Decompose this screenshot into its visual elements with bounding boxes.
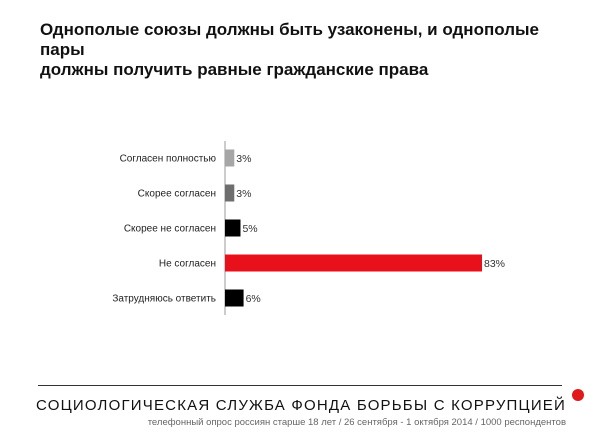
- category-label: Не согласен: [159, 259, 216, 270]
- chart-title: Однополые союзы должны быть узаконены, и…: [40, 20, 580, 80]
- footer-divider: [38, 385, 562, 386]
- bar: [225, 184, 235, 202]
- bar: [225, 219, 241, 237]
- bar: [225, 289, 244, 307]
- category-label: Скорее согласен: [138, 189, 216, 200]
- survey-note: телефонный опрос россиян старше 18 лет /…: [147, 417, 566, 428]
- value-label: 3%: [236, 188, 251, 200]
- brand-red-dot: [572, 389, 584, 401]
- organization-name: СОЦИОЛОГИЧЕСКАЯ СЛУЖБА ФОНДА БОРЬБЫ С КО…: [36, 397, 566, 414]
- category-label: Согласен полностью: [120, 154, 217, 165]
- category-label: Затрудняюсь ответить: [112, 294, 216, 305]
- bar-chart: Согласен полностью 3% Скорее согласен 3% Ско…: [112, 141, 505, 315]
- chart-title-line-1: Однополые союзы должны быть узаконены, и…: [40, 20, 539, 59]
- category-label: Скорее не согласен: [124, 224, 216, 235]
- bar: [225, 149, 235, 167]
- value-label: 6%: [246, 293, 261, 305]
- value-label: 83%: [484, 258, 505, 270]
- value-label: 5%: [242, 223, 257, 235]
- chart-title-line-2: должны получить равные гражданские права: [40, 60, 429, 79]
- value-label: 3%: [236, 153, 251, 165]
- bar: [225, 254, 482, 272]
